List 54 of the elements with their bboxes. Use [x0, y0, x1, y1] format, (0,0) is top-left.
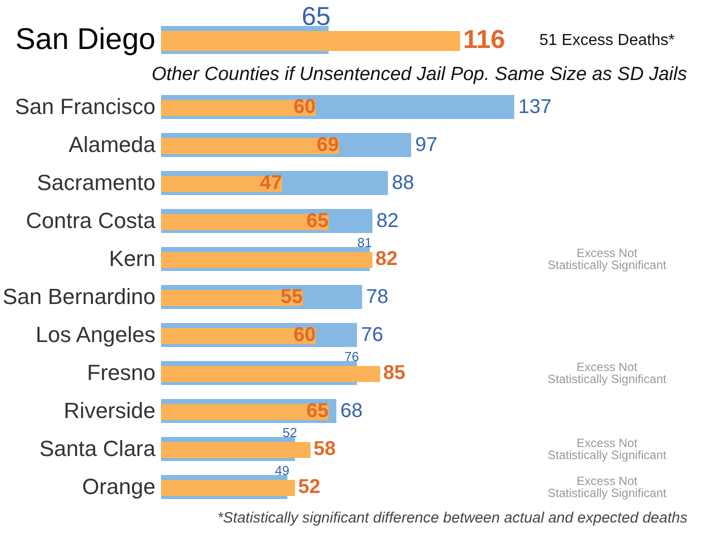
- bar: [161, 328, 316, 344]
- bar: [161, 404, 329, 420]
- data-label: 65: [306, 400, 329, 422]
- y-tick-label: Kern: [109, 246, 156, 271]
- bar: [161, 176, 282, 192]
- bar: [161, 214, 329, 230]
- data-label: 76: [360, 324, 384, 346]
- data-label: 88: [392, 172, 414, 194]
- data-label: 65: [306, 210, 329, 232]
- y-tick-label: Fresno: [87, 360, 156, 385]
- bar: [161, 138, 339, 154]
- data-label: 81: [357, 235, 372, 250]
- data-label: 52: [298, 476, 320, 498]
- text: *Statistically significant difference between actual and expected deaths: [217, 510, 688, 526]
- y-tick-label: San Francisco: [14, 94, 156, 119]
- y-tick-label: Sacramento: [36, 170, 156, 195]
- data-label: 60: [293, 324, 316, 346]
- data-label: 47: [260, 172, 282, 194]
- bar: [161, 290, 303, 306]
- data-label: 116: [463, 24, 506, 54]
- y-tick-label: Alameda: [68, 132, 156, 157]
- y2-tick-label: Excess Not Statistically Significant: [548, 474, 668, 500]
- data-label: 137: [518, 96, 552, 118]
- chart-title: Other Counties if Unsentenced Jail Pop. Same Size as SD Jails: [152, 64, 688, 85]
- data-label: 69: [316, 134, 339, 156]
- data-label: 60: [293, 96, 316, 118]
- data-label: 58: [314, 438, 336, 460]
- data-label: 78: [366, 286, 388, 308]
- data-label: 82: [375, 248, 398, 270]
- bar: [161, 252, 372, 268]
- bar: [161, 100, 316, 116]
- bar: [161, 442, 311, 458]
- y-tick-label: Los Angeles: [36, 322, 156, 347]
- data-label: 65: [302, 1, 331, 31]
- data-label: 97: [415, 134, 438, 156]
- data-label: 68: [340, 400, 363, 422]
- y2-tick-label: Excess Not Statistically Significant: [548, 246, 668, 272]
- y-tick-label: Orange: [82, 474, 156, 499]
- y2-tick-label: 51 Excess Deaths*: [539, 32, 675, 49]
- bar: [161, 480, 296, 496]
- data-label: 52: [282, 425, 298, 440]
- y-tick-label: Santa Clara: [39, 436, 156, 461]
- y2-tick-label: Excess Not Statistically Significant: [548, 436, 668, 462]
- data-label: 85: [383, 362, 406, 384]
- data-label: 49: [274, 463, 290, 478]
- y-tick-label: Riverside: [64, 398, 156, 423]
- data-label: 82: [376, 210, 399, 232]
- y2-tick-label: Excess Not Statistically Significant: [548, 360, 668, 386]
- y-tick-label: San Bernardino: [2, 284, 156, 309]
- bar: [161, 366, 380, 382]
- y-tick-label: San Diego: [15, 23, 156, 56]
- data-label: 76: [344, 349, 359, 364]
- y-tick-label: Contra Costa: [26, 208, 156, 233]
- data-label: 55: [280, 286, 303, 308]
